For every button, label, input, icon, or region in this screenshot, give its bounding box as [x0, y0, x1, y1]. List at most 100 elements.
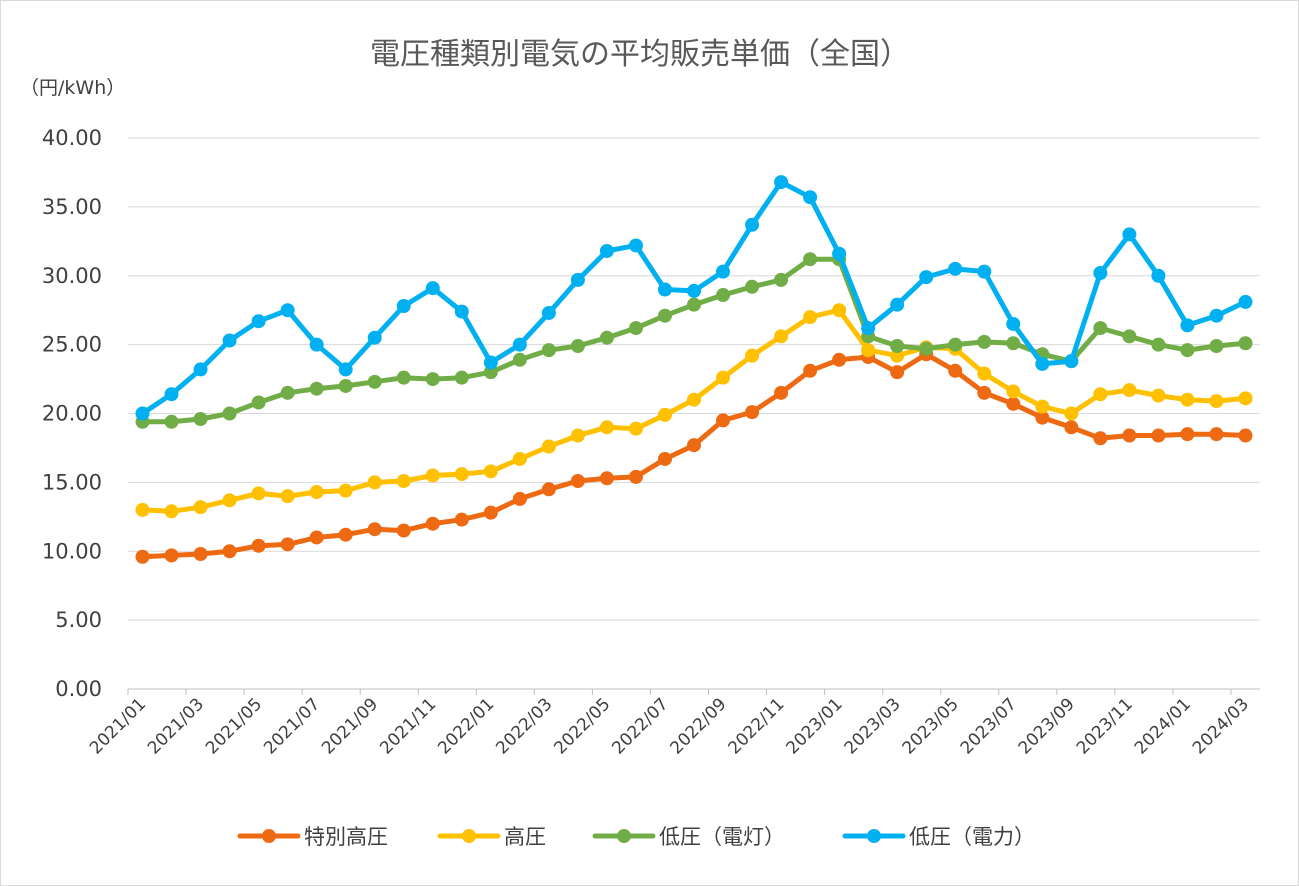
- legend-item: 低圧（電力）: [842, 825, 1035, 849]
- data-point: [861, 321, 876, 336]
- data-point: [599, 420, 614, 435]
- data-point: [1122, 383, 1137, 398]
- x-tick-label: 2023/09: [1015, 694, 1079, 758]
- y-tick-label: 35.00: [42, 195, 102, 219]
- data-point: [774, 329, 789, 344]
- y-tick-label: 30.00: [42, 264, 102, 288]
- data-point: [1035, 399, 1050, 414]
- x-tick-label: 2024/03: [1189, 694, 1253, 758]
- series-3: [135, 252, 1253, 429]
- legend-item: 特別高圧: [237, 825, 388, 849]
- data-point: [1180, 427, 1195, 442]
- data-point: [483, 464, 498, 479]
- data-point: [222, 493, 237, 508]
- legend-swatch-marker: [262, 829, 276, 843]
- data-point: [1122, 227, 1137, 242]
- data-point: [1064, 420, 1079, 435]
- y-tick-label: 10.00: [42, 539, 102, 563]
- data-point: [861, 343, 876, 358]
- data-point: [890, 297, 905, 312]
- data-point: [164, 387, 179, 402]
- x-tick-label: 2022/11: [725, 694, 789, 758]
- data-point: [396, 473, 411, 488]
- data-point: [454, 512, 469, 527]
- data-point: [1209, 308, 1224, 323]
- data-point: [251, 538, 266, 553]
- data-point: [1209, 339, 1224, 354]
- legend-label: 高圧: [504, 825, 546, 849]
- data-point: [541, 305, 556, 320]
- y-tick-label: 15.00: [42, 470, 102, 494]
- data-point: [1209, 427, 1224, 442]
- x-tick-label: 2021/05: [202, 694, 266, 758]
- data-point: [1122, 329, 1137, 344]
- x-tick-label: 2022/07: [608, 694, 672, 758]
- data-point: [1064, 406, 1079, 421]
- data-point: [657, 407, 672, 422]
- data-point: [309, 381, 324, 396]
- series-group: [135, 175, 1253, 564]
- x-tick-label: 2021/01: [86, 694, 150, 758]
- series-1: [135, 347, 1253, 564]
- data-point: [512, 491, 527, 506]
- x-tick-label: 2022/09: [666, 694, 730, 758]
- data-point: [977, 366, 992, 381]
- x-tick-label: 2024/01: [1131, 694, 1195, 758]
- data-point: [716, 264, 731, 279]
- data-point: [1180, 318, 1195, 333]
- x-tick-label: 2023/11: [1073, 694, 1137, 758]
- x-tick-label: 2021/03: [144, 694, 208, 758]
- data-point: [1093, 265, 1108, 280]
- data-point: [309, 530, 324, 545]
- data-point: [193, 500, 208, 515]
- x-tick-label: 2023/01: [783, 694, 847, 758]
- data-point: [948, 363, 963, 378]
- data-point: [135, 406, 150, 421]
- y-tick-label: 20.00: [42, 402, 102, 426]
- data-point: [687, 283, 701, 298]
- y-tick-label: 0.00: [55, 677, 102, 701]
- data-point: [1238, 391, 1253, 406]
- data-point: [367, 374, 382, 389]
- data-point: [541, 482, 556, 497]
- data-point: [745, 217, 760, 232]
- chart-title: 電圧種類別電気の平均販売単価（全国）: [370, 37, 910, 72]
- data-point: [774, 175, 789, 190]
- data-point: [309, 485, 324, 500]
- data-point: [1151, 388, 1166, 403]
- data-point: [338, 527, 353, 542]
- data-point: [309, 337, 324, 352]
- data-point: [687, 392, 701, 407]
- data-point: [512, 352, 527, 367]
- data-point: [570, 473, 585, 488]
- data-point: [1006, 384, 1021, 399]
- data-point: [483, 355, 498, 370]
- data-point: [251, 486, 266, 501]
- gridlines: [128, 137, 1260, 621]
- legend-swatch-marker: [867, 829, 881, 843]
- data-point: [745, 279, 760, 294]
- data-point: [570, 272, 585, 287]
- data-point: [425, 281, 440, 296]
- data-point: [454, 304, 469, 319]
- data-point: [338, 483, 353, 498]
- series-4: [135, 175, 1253, 421]
- legend-swatch-marker: [617, 829, 631, 843]
- y-tick-label: 25.00: [42, 333, 102, 357]
- legend-label: 低圧（電力）: [909, 825, 1035, 849]
- legend-item: 高圧: [437, 825, 546, 849]
- y-axis-unit-label: （円/kWh）: [20, 77, 125, 99]
- data-point: [280, 489, 295, 504]
- data-point: [367, 330, 382, 345]
- data-point: [512, 451, 527, 466]
- x-tick-label: 2021/09: [318, 694, 382, 758]
- data-point: [803, 252, 818, 267]
- x-tick-label: 2022/03: [492, 694, 556, 758]
- data-point: [803, 310, 818, 325]
- data-point: [1093, 321, 1108, 336]
- legend-swatch-marker: [462, 829, 476, 843]
- data-point: [716, 288, 731, 303]
- data-point: [919, 270, 934, 285]
- data-point: [832, 303, 847, 318]
